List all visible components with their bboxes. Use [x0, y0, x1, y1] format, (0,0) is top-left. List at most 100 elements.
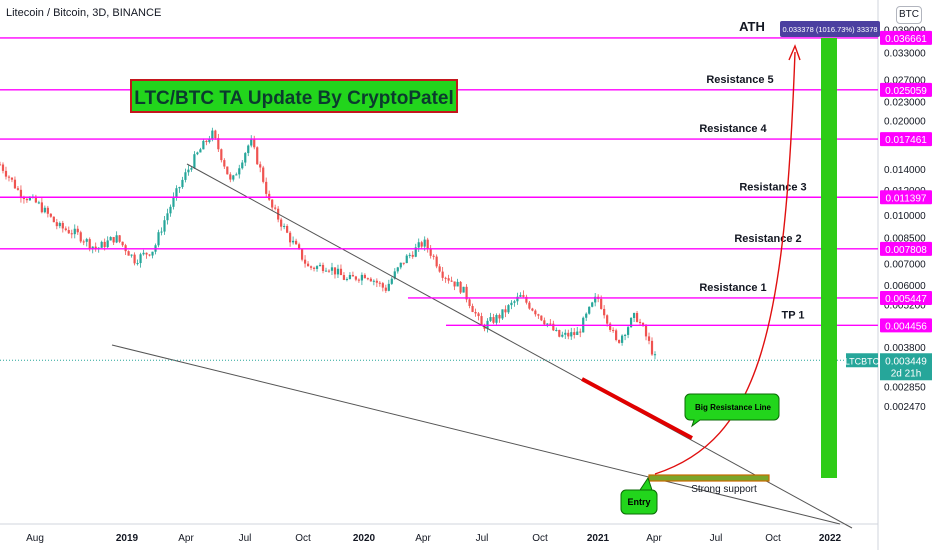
candle-body	[289, 232, 292, 243]
entry-callout	[620, 476, 658, 515]
level-label: Resistance 1	[699, 282, 766, 294]
level-label: Resistance 3	[739, 181, 806, 193]
candle-body	[292, 240, 295, 243]
level-label: ATH	[739, 19, 765, 34]
x-tick-label: 2021	[587, 533, 610, 544]
x-tick-label: Jul	[239, 533, 252, 544]
candle-body	[474, 311, 477, 314]
candle-body	[166, 213, 169, 221]
candle-body	[471, 305, 474, 312]
candle-body	[606, 315, 609, 324]
candle-body	[0, 164, 2, 166]
candle-body	[133, 254, 136, 264]
candle-body	[160, 231, 163, 233]
candle-body	[303, 259, 307, 264]
candle-body	[426, 239, 429, 249]
candle-body	[543, 320, 546, 325]
candle-body	[82, 241, 85, 243]
candle-body	[561, 334, 564, 337]
candle-body	[37, 202, 40, 204]
candle-body	[618, 339, 621, 343]
candle-body	[387, 283, 390, 291]
candle-body	[157, 232, 160, 246]
candle-body	[366, 278, 369, 280]
strong-support-label: Strong support	[691, 484, 757, 495]
candle-body	[49, 213, 52, 217]
candle-body	[504, 309, 507, 313]
candle-body	[300, 248, 304, 260]
candle-body	[408, 254, 411, 256]
candle-body	[205, 140, 208, 143]
candle-body	[202, 140, 205, 150]
x-tick-label: 2022	[819, 533, 842, 544]
candle-body	[103, 241, 106, 248]
y-tick-label: 0.020000	[884, 117, 926, 128]
candle-body	[196, 152, 199, 155]
candle-body	[372, 280, 375, 282]
candle-body	[297, 244, 301, 249]
candle-body	[369, 278, 372, 282]
candle-body	[235, 174, 238, 176]
candle-body	[73, 228, 76, 235]
candle-body	[271, 199, 274, 208]
candle-body	[588, 306, 591, 314]
candle-body	[603, 308, 606, 316]
candle-body	[55, 222, 58, 227]
candle-body	[193, 154, 196, 169]
level-label: Resistance 5	[706, 74, 773, 86]
big-resistance-line	[581, 377, 693, 440]
candle-body	[232, 175, 235, 180]
candle-body	[441, 271, 444, 278]
candle-body	[333, 267, 337, 275]
candle-body	[115, 235, 118, 243]
currency-button[interactable]: BTC	[896, 6, 922, 24]
level-price-text: 0.025059	[885, 86, 927, 97]
candle-body	[241, 162, 244, 169]
candle-body	[127, 251, 130, 256]
candle-body	[16, 188, 20, 190]
candle-body	[626, 327, 630, 335]
target-bar	[821, 37, 837, 478]
candle-body	[438, 266, 441, 272]
candle-body	[121, 241, 124, 246]
ath-projection-text: 0.033378 (1016.73%) 33378	[782, 25, 877, 34]
candle-body	[435, 256, 438, 267]
candle-body	[623, 334, 627, 336]
level-label: Resistance 2	[734, 233, 801, 245]
candle-body	[450, 280, 453, 282]
candle-body	[444, 277, 447, 279]
x-tick-label: 2019	[116, 533, 139, 544]
candle-body	[354, 276, 358, 280]
candle-body	[456, 281, 459, 287]
candle-body	[306, 263, 310, 267]
candle-body	[4, 170, 8, 177]
candle-body	[136, 263, 139, 265]
candle-body	[576, 331, 579, 336]
candle-body	[330, 267, 334, 271]
level-price-tag	[880, 190, 932, 205]
candle-body	[585, 313, 588, 318]
lower-trend-line	[111, 344, 841, 525]
candle-body	[552, 323, 555, 331]
level-price-text: 0.011397	[886, 193, 927, 204]
level-price-tag	[880, 82, 932, 97]
symbol-title: Litecoin / Bitcoin, 3D, BINANCE	[6, 7, 162, 19]
candle-body	[600, 298, 603, 309]
candle-body	[238, 168, 241, 175]
candle-body	[250, 139, 253, 146]
candle-body	[468, 299, 471, 306]
projection-arrow	[654, 51, 796, 475]
candle-body	[501, 309, 504, 319]
level-price-tag	[880, 132, 932, 147]
candle-body	[286, 225, 289, 233]
big-resistance-callout	[684, 393, 780, 428]
candle-body	[1, 164, 5, 171]
candle-body	[564, 332, 567, 335]
candle-body	[480, 316, 483, 326]
candle-body	[609, 323, 612, 330]
candle-body	[621, 335, 624, 343]
candle-body	[312, 267, 316, 269]
candle-body	[324, 270, 328, 272]
